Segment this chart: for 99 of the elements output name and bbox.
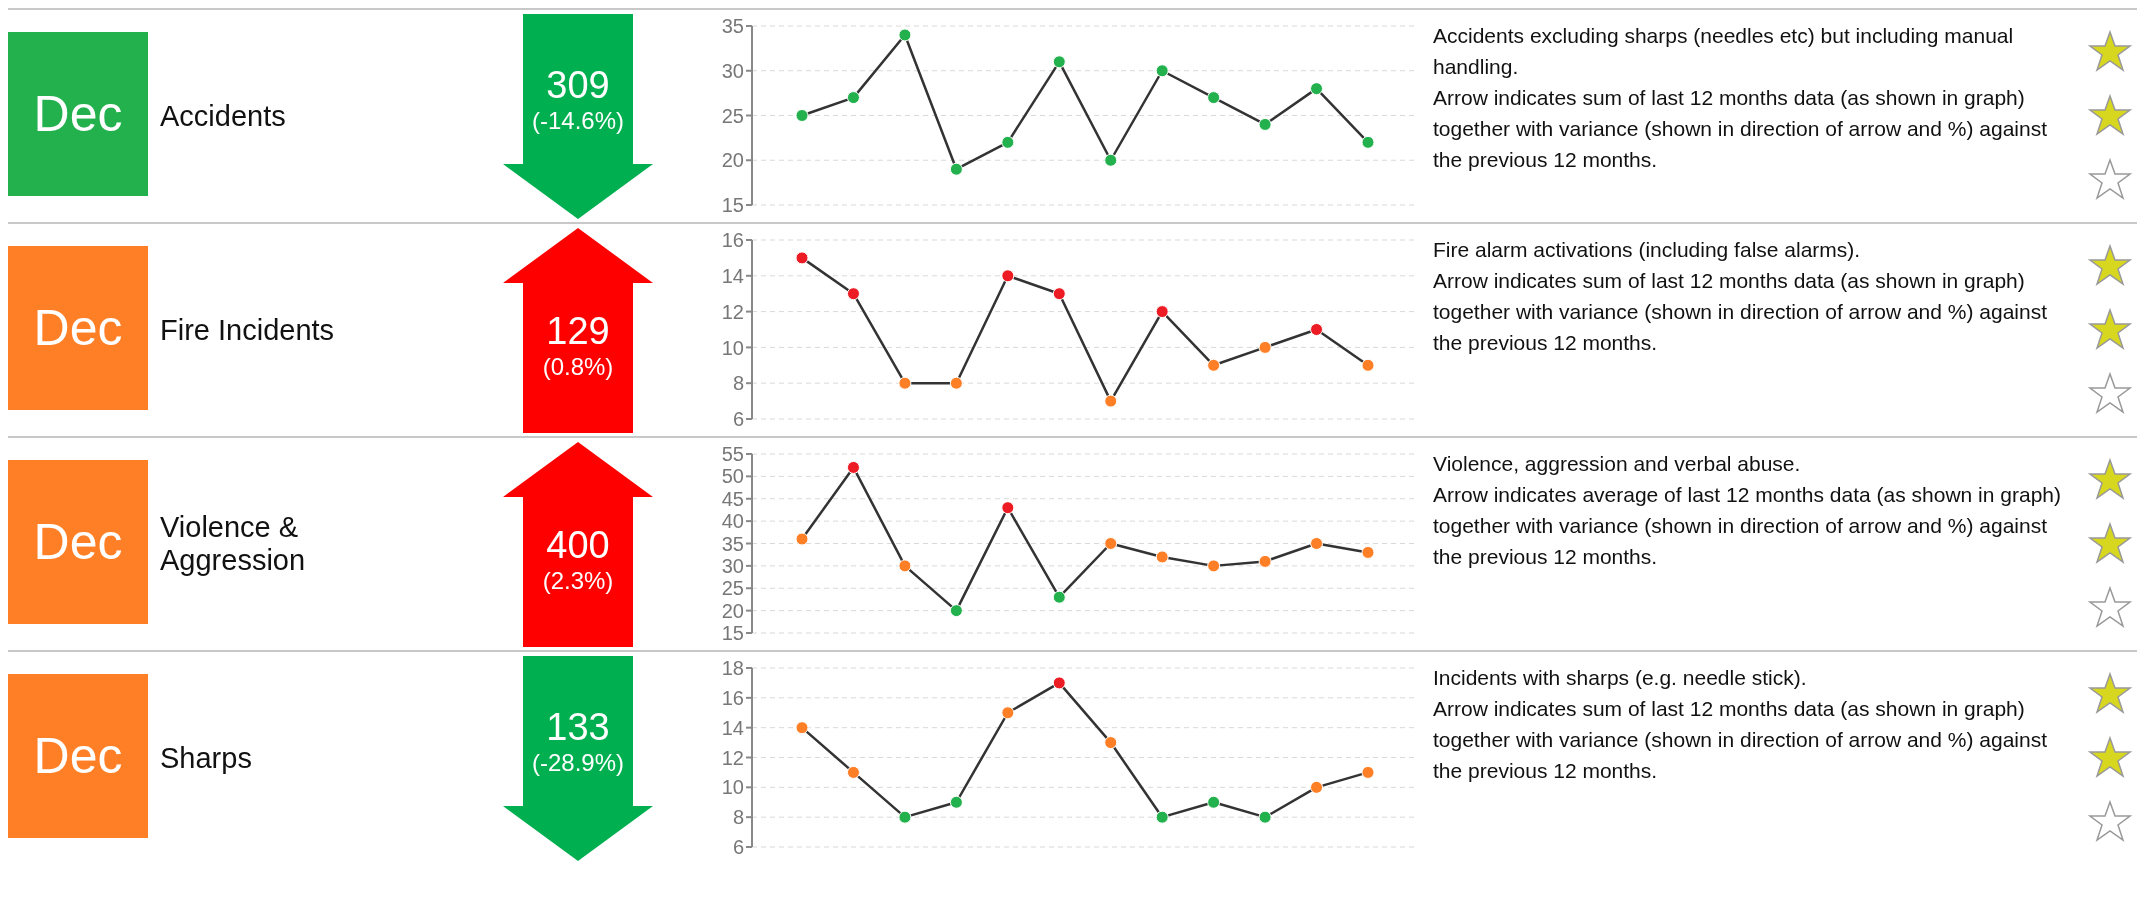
y-tick-label: 30 [721, 554, 744, 577]
text: Incidents with sharps (e.g. needle stick). [1433, 665, 1808, 691]
point [1310, 323, 1324, 336]
text: Sharps [160, 741, 252, 775]
point [949, 604, 963, 618]
y-tick-label: 55 [721, 443, 744, 466]
y-tick-label: 16 [721, 229, 744, 252]
y-tick-label: 45 [721, 487, 744, 510]
point [795, 251, 809, 265]
y-tick-label: 10 [721, 776, 744, 799]
y-tick-label: 15 [721, 194, 744, 217]
point [1104, 537, 1118, 550]
text: (-14.6%) [531, 107, 625, 135]
y-tick-label: 25 [721, 577, 744, 600]
y-tick-label: 20 [721, 599, 744, 622]
text: Fire Incidents [160, 313, 335, 347]
y-tick-label: 8 [732, 806, 744, 829]
y-tick-label: 6 [732, 836, 744, 859]
point [1104, 394, 1118, 408]
point [898, 376, 912, 390]
text: Arrow indicates sum of last 12 months data (as shown in graph) together with variance (shown in direction of arrow and %) against the previous 12 months. [1433, 696, 2048, 784]
point [1001, 269, 1015, 283]
point [846, 91, 860, 105]
text: Arrow indicates sum of last 12 months data (as shown in graph) together with variance (shown in direction of arrow and %) against the previous 12 months. [1433, 268, 2048, 356]
point [1155, 305, 1169, 319]
text: Violence, aggression and verbal abuse. [1433, 451, 1802, 477]
point [1207, 91, 1221, 105]
point [1207, 795, 1221, 809]
y-tick-label: 15 [721, 622, 744, 645]
text: Arrow indicates sum of last 12 months data (as shown in graph) together with variance (shown in direction of arrow and %) against the previous 12 months. [1433, 85, 2048, 173]
y-tick-label: 8 [732, 372, 744, 395]
point [1310, 82, 1324, 96]
y-tick-label: 40 [721, 510, 744, 533]
point [846, 460, 860, 474]
point [1001, 706, 1015, 720]
text: Accidents excluding sharps (needles etc) but including manual handling. [1433, 23, 2015, 80]
point [846, 287, 860, 301]
y-tick-label: 10 [721, 336, 744, 359]
text: Violence & Aggression [160, 511, 307, 577]
point [1001, 135, 1015, 149]
point [1310, 780, 1324, 794]
point [1155, 550, 1169, 564]
point [898, 810, 912, 824]
point [795, 109, 809, 122]
point [1361, 545, 1375, 559]
point [1258, 554, 1272, 568]
point [1052, 55, 1066, 69]
text: Arrow indicates average of last 12 months data (as shown in graph) together with variance (shown in direction of arrow and %) against the previous 12 months. [1433, 482, 2062, 570]
text: 400 [545, 524, 611, 567]
y-tick-label: 35 [721, 15, 744, 38]
y-tick-label: 35 [721, 532, 744, 555]
y-tick-label: 25 [721, 104, 744, 127]
point [795, 721, 809, 735]
point [1361, 765, 1375, 779]
y-tick-label: 6 [732, 408, 744, 431]
point [1155, 64, 1169, 78]
y-tick-label: 14 [721, 264, 744, 287]
point [1310, 537, 1324, 550]
y-tick-label: 18 [721, 657, 744, 680]
text: 309 [545, 64, 611, 107]
point [1207, 559, 1221, 573]
text: (-28.9%) [531, 749, 625, 777]
text: Dec [33, 299, 123, 357]
y-tick-label: 12 [721, 746, 744, 769]
point [949, 162, 963, 176]
text: Dec [33, 85, 123, 143]
text: Dec [33, 513, 123, 571]
y-tick-label: 50 [721, 465, 744, 488]
point [1052, 590, 1066, 604]
y-tick-label: 30 [721, 59, 744, 82]
point [949, 376, 963, 390]
point [1104, 736, 1118, 750]
point [1258, 340, 1272, 354]
point [1155, 810, 1169, 824]
point [1052, 287, 1066, 301]
text: (0.8%) [541, 353, 615, 381]
text: Accidents [160, 99, 286, 133]
point [1258, 117, 1272, 131]
point [1104, 153, 1118, 167]
text: (2.3%) [541, 567, 615, 595]
point [795, 532, 809, 546]
text: Dec [33, 727, 123, 785]
y-tick-label: 16 [721, 686, 744, 709]
point [1001, 501, 1015, 515]
text: 129 [545, 310, 611, 353]
point [1258, 810, 1272, 824]
point [898, 559, 912, 573]
point [898, 28, 912, 42]
point [846, 765, 860, 779]
y-tick-label: 14 [721, 716, 744, 739]
point [1052, 676, 1066, 690]
point [1361, 358, 1375, 372]
text: Fire alarm activations (including false alarms). [1433, 237, 1862, 263]
point [949, 795, 963, 809]
y-tick-label: 20 [721, 149, 744, 172]
point [1361, 135, 1375, 149]
point [1207, 358, 1221, 372]
text: 133 [545, 706, 611, 749]
y-tick-label: 12 [721, 300, 744, 323]
